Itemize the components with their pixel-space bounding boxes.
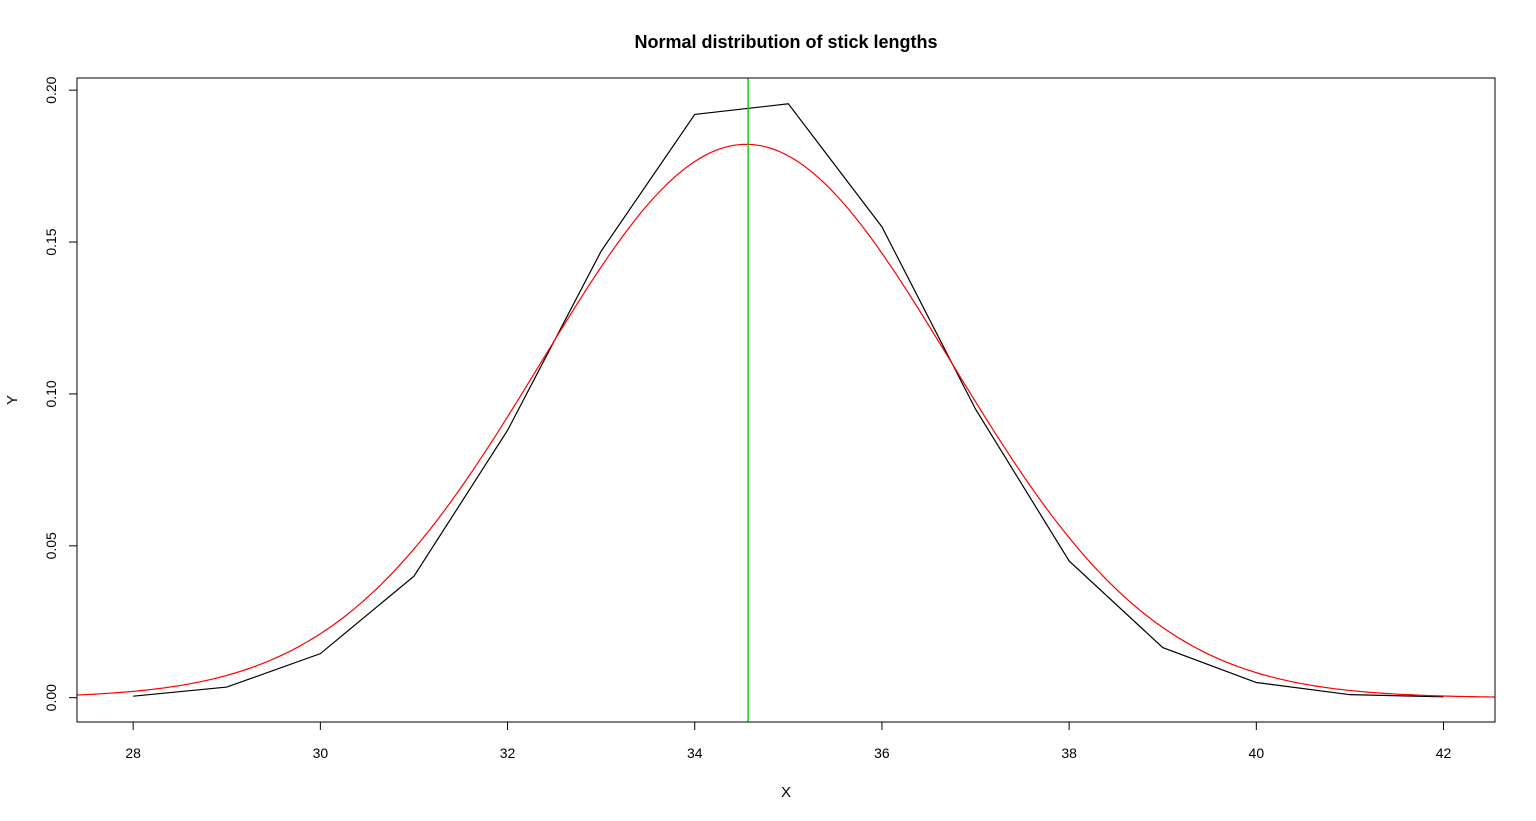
y-axis-label: Y	[4, 395, 21, 405]
y-axis: 0.00 0.05 0.10 0.15 0.20	[43, 76, 77, 711]
x-tick-label: 34	[687, 745, 703, 761]
plot-area	[76, 77, 1496, 723]
x-tick-label: 40	[1249, 745, 1265, 761]
x-axis: 28 30 32 34 36 38 40 42	[125, 722, 1452, 761]
plot-series-group	[77, 78, 1495, 722]
x-tick-label: 36	[874, 745, 890, 761]
x-tick-label: 38	[1061, 745, 1077, 761]
x-tick-label: 42	[1436, 745, 1452, 761]
x-tick-label: 30	[313, 745, 329, 761]
y-tick-label: 0.00	[43, 684, 59, 711]
chart-title: Normal distribution of stick lengths	[634, 32, 937, 52]
y-tick-label: 0.20	[43, 76, 59, 103]
y-tick-label: 0.15	[43, 228, 59, 255]
x-axis-label: X	[781, 784, 791, 801]
x-tick-label: 32	[500, 745, 516, 761]
x-tick-label: 28	[125, 745, 141, 761]
empirical-density-line	[133, 103, 1444, 698]
normal-density-curve	[77, 143, 1495, 698]
y-tick-label: 0.10	[43, 380, 59, 407]
plot-frame	[76, 77, 1496, 723]
y-tick-label: 0.05	[43, 532, 59, 559]
